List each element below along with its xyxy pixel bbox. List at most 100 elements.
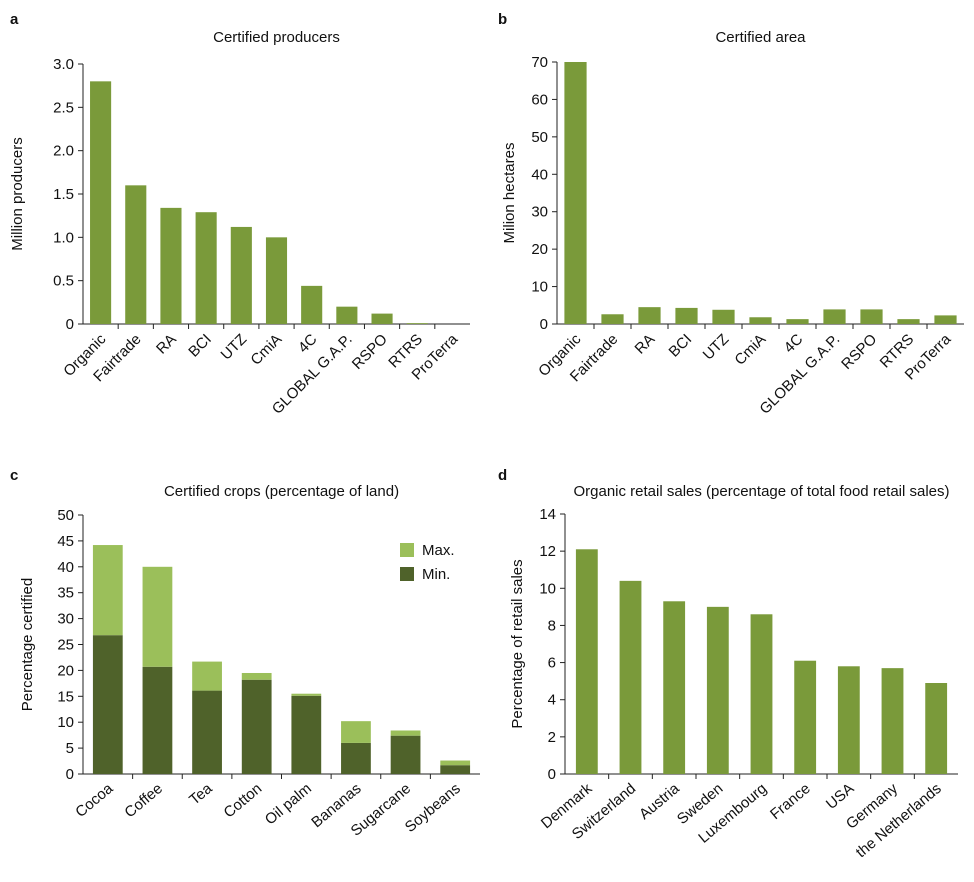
y-tick-label: 6	[548, 655, 556, 672]
x-tick-label: UTZ	[700, 331, 733, 364]
y-tick-label: 0	[66, 316, 74, 333]
bar-segment	[142, 666, 173, 774]
bar	[575, 549, 598, 774]
legend-swatch	[400, 567, 414, 581]
x-tick-label: BCI	[666, 331, 696, 361]
y-tick-label: 35	[57, 585, 74, 602]
legend-label: Min.	[422, 566, 450, 583]
legend-label: Max.	[422, 542, 455, 559]
y-tick-label: 4	[548, 692, 556, 709]
bar	[160, 207, 182, 324]
x-tick-label: 4C	[295, 331, 321, 357]
bar	[336, 306, 358, 324]
bar-segment	[341, 742, 371, 774]
bar-segment	[142, 566, 173, 667]
bar	[837, 666, 860, 774]
x-tick-label: UTZ	[217, 331, 250, 364]
bar	[934, 315, 957, 324]
bar	[786, 319, 809, 324]
x-tick-label: BCI	[185, 331, 215, 361]
y-tick-label: 1.0	[53, 229, 74, 246]
y-tick-label: 10	[57, 714, 74, 731]
bar-segment	[291, 695, 322, 774]
bar	[564, 62, 587, 324]
legend-swatch	[400, 543, 414, 557]
bar-segment	[291, 693, 322, 696]
x-tick-label: Soybeans	[402, 780, 464, 836]
x-tick-label: RA	[632, 331, 659, 358]
bar	[675, 307, 698, 324]
bar	[925, 683, 948, 774]
bar	[712, 309, 735, 324]
bar	[638, 307, 661, 324]
y-tick-label: 3.0	[53, 56, 74, 73]
bar	[265, 237, 288, 324]
bar	[195, 212, 217, 324]
y-tick-label: 2	[548, 729, 556, 746]
y-tick-label: 70	[531, 54, 548, 71]
y-tick-label: 60	[531, 91, 548, 108]
bar	[125, 185, 147, 324]
y-tick-label: 12	[539, 543, 556, 560]
y-tick-label: 45	[57, 533, 74, 550]
bar-segment	[390, 735, 421, 774]
x-tick-label: RSPO	[838, 331, 880, 373]
x-tick-label: Coffee	[121, 780, 166, 821]
bar-segment	[390, 730, 421, 736]
x-tick-label: Oil palm	[262, 780, 315, 828]
y-axis-label: Percentage of retail sales	[509, 559, 526, 728]
bar	[371, 313, 393, 324]
bar	[897, 319, 920, 324]
bar	[706, 606, 729, 774]
bar	[860, 309, 883, 324]
bar-segment	[241, 679, 272, 774]
bar	[750, 614, 773, 774]
bar	[663, 601, 686, 774]
bar-segment	[92, 545, 123, 636]
y-tick-label: 0	[66, 766, 74, 783]
bar	[406, 323, 428, 324]
x-tick-label: USA	[823, 780, 858, 813]
y-tick-label: 10	[539, 580, 556, 597]
bar-segment	[440, 765, 471, 774]
chart-title: Certified area	[715, 29, 806, 46]
bar-segment	[92, 635, 123, 774]
y-tick-label: 14	[539, 506, 556, 523]
chart-title: Organic retail sales (percentage of tota…	[573, 483, 949, 500]
y-tick-label: 10	[531, 279, 548, 296]
bar-segment	[192, 661, 222, 691]
y-tick-label: 0.5	[53, 273, 74, 290]
x-tick-label: 4C	[781, 331, 807, 357]
bar	[881, 668, 904, 774]
panel-label: a	[10, 11, 19, 28]
y-tick-label: 25	[57, 637, 74, 654]
y-tick-label: 2.0	[53, 143, 74, 160]
y-axis-label: Million producers	[9, 137, 26, 250]
y-tick-label: 30	[531, 204, 548, 221]
y-tick-label: 20	[57, 662, 74, 679]
y-tick-label: 8	[548, 617, 556, 634]
y-axis-label: Milion hectares	[501, 143, 518, 244]
chart-title: Certified crops (percentage of land)	[164, 483, 399, 500]
x-tick-label: France	[767, 780, 814, 823]
y-tick-label: 50	[531, 129, 548, 146]
bar	[749, 317, 772, 324]
y-tick-label: 40	[531, 166, 548, 183]
y-tick-label: 15	[57, 688, 74, 705]
x-tick-label: RA	[153, 331, 180, 358]
y-tick-label: 30	[57, 611, 74, 628]
y-tick-label: 2.5	[53, 99, 74, 116]
panel-label: b	[498, 11, 507, 28]
y-axis-label: Percentage certified	[19, 578, 36, 711]
bar	[301, 285, 323, 324]
panel-label: d	[498, 467, 507, 484]
x-tick-label: CmiA	[731, 331, 769, 369]
panel-label: c	[10, 467, 18, 484]
y-tick-label: 5	[66, 740, 74, 757]
y-tick-label: 50	[57, 507, 74, 524]
y-tick-label: 20	[531, 241, 548, 258]
x-tick-label: Tea	[186, 780, 216, 809]
chart-title: Certified producers	[213, 29, 340, 46]
y-tick-label: 0	[540, 316, 548, 333]
